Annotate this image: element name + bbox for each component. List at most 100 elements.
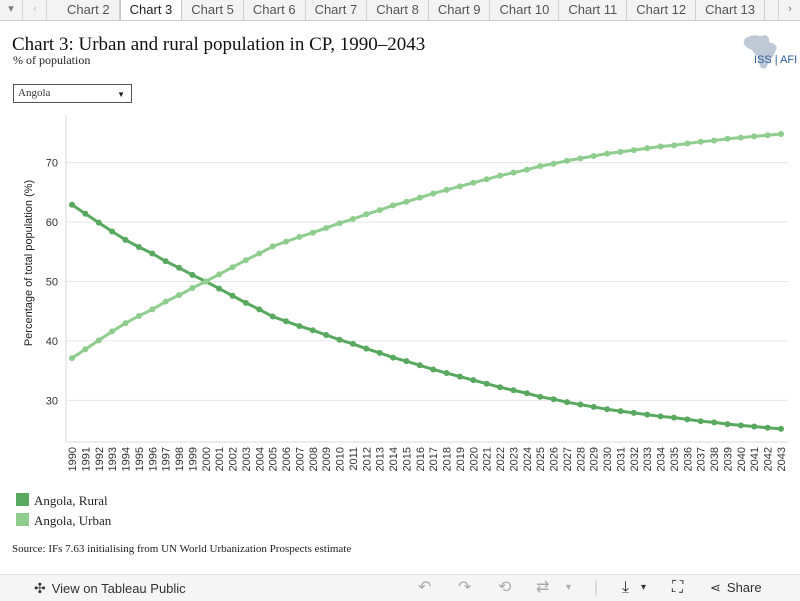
data-point-rural[interactable] [95,219,102,226]
fullscreen-icon[interactable]: ⛶ [672,579,684,596]
data-point-rural[interactable] [737,422,744,429]
data-point-urban[interactable] [135,312,142,319]
data-point-rural[interactable] [349,340,356,347]
data-point-rural[interactable] [269,313,276,320]
data-point-rural[interactable] [617,408,624,415]
undo-icon[interactable]: ↶ [418,579,432,596]
data-point-rural[interactable] [309,327,316,334]
data-point-urban[interactable] [336,220,343,227]
data-point-urban[interactable] [563,157,570,164]
tab-chart-10[interactable]: Chart 10 [490,0,560,20]
data-point-rural[interactable] [363,345,370,352]
data-point-rural[interactable] [82,210,89,217]
share-button[interactable]: ⋖ Share [710,578,762,598]
view-on-tableau-button[interactable]: ✣ View on Tableau Public [34,578,186,598]
data-point-rural[interactable] [577,401,584,408]
data-point-urban[interactable] [470,179,477,186]
data-point-rural[interactable] [242,299,249,306]
data-point-urban[interactable] [644,145,651,152]
refresh-icon[interactable]: ⇄ [536,579,550,596]
tab-menu-icon[interactable]: ▾ [0,0,23,20]
data-point-urban[interactable] [630,147,637,154]
data-point-rural[interactable] [510,387,517,394]
data-point-urban[interactable] [537,163,544,170]
download-icon[interactable]: ⤓ [622,579,630,596]
data-point-urban[interactable] [296,233,303,240]
data-point-rural[interactable] [122,236,129,243]
data-point-urban[interactable] [162,298,169,305]
tab-chart-6[interactable]: Chart 6 [243,0,306,20]
data-point-urban[interactable] [256,250,263,257]
data-point-urban[interactable] [309,229,316,236]
tab-chart-3[interactable]: Chart 3 [119,0,183,20]
data-point-rural[interactable] [724,421,731,428]
data-point-rural[interactable] [189,271,196,278]
data-point-urban[interactable] [590,153,597,160]
data-point-urban[interactable] [403,198,410,205]
data-point-rural[interactable] [256,306,263,313]
data-point-rural[interactable] [456,373,463,380]
data-point-urban[interactable] [430,190,437,197]
data-point-rural[interactable] [149,250,156,257]
data-point-rural[interactable] [657,413,664,420]
data-point-urban[interactable] [122,320,129,327]
data-point-rural[interactable] [403,358,410,365]
data-point-rural[interactable] [537,393,544,400]
data-point-urban[interactable] [416,194,423,201]
data-point-rural[interactable] [69,201,75,208]
data-point-rural[interactable] [630,409,637,416]
data-point-urban[interactable] [443,186,450,193]
data-point-urban[interactable] [349,216,356,223]
tab-chart-13[interactable]: Chart 13 [696,0,766,20]
data-point-rural[interactable] [443,370,450,377]
data-point-urban[interactable] [390,202,397,209]
data-point-rural[interactable] [604,406,611,413]
redo-icon[interactable]: ↷ [458,579,472,596]
data-point-urban[interactable] [604,150,611,157]
data-point-urban[interactable] [697,138,704,145]
data-point-rural[interactable] [697,418,704,425]
data-point-rural[interactable] [550,396,557,403]
data-point-urban[interactable] [202,278,209,285]
data-point-rural[interactable] [296,323,303,330]
data-point-urban[interactable] [269,243,276,250]
data-point-rural[interactable] [323,331,330,338]
data-point-urban[interactable] [109,328,116,335]
data-point-urban[interactable] [497,172,504,179]
country-select[interactable]: Angola ▼ [13,84,132,103]
data-point-urban[interactable] [764,132,771,139]
tab-prev-icon[interactable]: ‹ [24,0,47,20]
data-point-rural[interactable] [336,336,343,343]
tab-chart-7[interactable]: Chart 7 [305,0,368,20]
download-dropdown-icon[interactable]: ▾ [641,582,647,593]
data-point-urban[interactable] [510,169,517,176]
data-point-rural[interactable] [778,425,784,432]
data-point-rural[interactable] [283,318,290,325]
data-point-urban[interactable] [711,137,718,144]
data-point-urban[interactable] [456,183,463,190]
data-point-rural[interactable] [229,292,236,299]
data-point-rural[interactable] [470,377,477,384]
data-point-urban[interactable] [229,264,236,271]
data-point-urban[interactable] [189,285,196,292]
refresh-dropdown-icon[interactable]: ▾ [566,582,572,593]
data-point-urban[interactable] [751,133,758,140]
data-point-urban[interactable] [737,134,744,141]
data-point-urban[interactable] [176,292,183,299]
data-point-rural[interactable] [670,414,677,421]
data-point-urban[interactable] [95,337,102,344]
tab-chart-5[interactable]: Chart 5 [182,0,244,20]
tab-chart-12[interactable]: Chart 12 [627,0,697,20]
data-point-urban[interactable] [82,346,89,353]
data-point-urban[interactable] [149,306,156,313]
data-point-rural[interactable] [497,384,504,391]
tab-chart-2[interactable]: Chart 2 [58,0,120,20]
data-point-rural[interactable] [563,399,570,406]
data-point-urban[interactable] [69,355,75,362]
data-point-rural[interactable] [109,228,116,235]
data-point-rural[interactable] [644,411,651,418]
data-point-rural[interactable] [176,264,183,271]
data-point-urban[interactable] [242,257,249,264]
tab-chart-8[interactable]: Chart 8 [367,0,429,20]
data-point-rural[interactable] [216,285,223,292]
